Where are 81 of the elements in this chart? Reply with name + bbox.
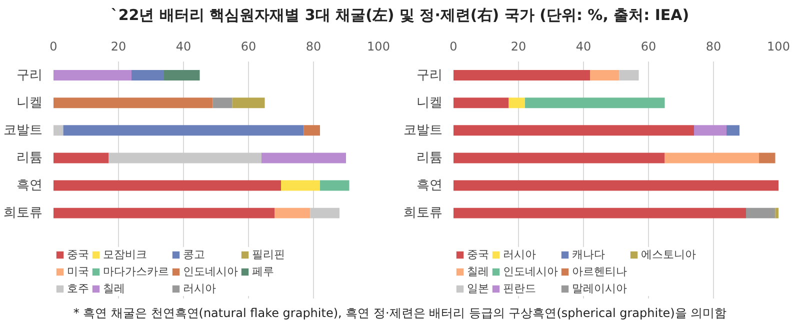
legend-label: 일본 [467,281,489,296]
bar [525,98,665,108]
bar [664,152,759,164]
bar [310,208,340,218]
bar [454,180,778,191]
x-tick-label: 80 [706,40,722,54]
bar [54,180,281,191]
bar [775,208,778,218]
y-tick-label: 구리 [16,68,42,83]
x-tick-label: 0 [50,40,58,54]
x-tick-label: 80 [306,40,322,54]
bar [108,152,262,164]
legend-label: 마다가스카르 [103,264,169,279]
legend-label: 칠레 [103,281,125,296]
bar [54,70,132,81]
x-tick-label: 20 [110,40,126,54]
bar [454,98,509,108]
bar [212,98,232,108]
bar [320,180,350,191]
bar [590,70,620,81]
x-tick-label: 60 [240,40,256,54]
bar [454,125,694,136]
legend-label: 칠레 [467,264,489,279]
bar [304,125,320,136]
x-tick-label: 40 [576,40,592,54]
bar [232,98,265,108]
bar [63,125,304,136]
x-tick-label: 100 [767,40,790,54]
chart-title: `22년 배터리 핵심원자재별 3대 채굴(左) 및 정·제련(右) 국가 (단위: %, 출처: IEA) [110,5,690,26]
y-tick-label: 니켈 [16,95,42,110]
bar [746,208,776,218]
y-tick-label: 희토류 [404,206,442,221]
legend-label: 말레이시아 [572,281,627,296]
bar [262,152,346,164]
x-tick-label: 20 [510,40,526,54]
bar [454,152,665,164]
legend-label: 페루 [252,264,274,279]
y-tick-label: 니켈 [416,95,442,110]
bar [54,208,274,218]
y-tick-label: 흑연 [416,178,442,194]
bar [164,70,200,81]
y-tick-label: 흑연 [16,178,42,194]
legend-label: 필리핀 [252,247,285,262]
y-tick-label: 구리 [416,68,442,83]
legend-label: 아르헨티나 [572,264,627,279]
bar [54,98,213,108]
bar [619,70,639,81]
text: * 흑연 채굴은 천연흑연(natural flake graphite), 흑연 정·제련은 배터리 등급의 구상흑연(spherical graphite)을 의미함 [73,305,727,322]
y-tick-label: 코발트 [404,122,442,138]
legend-label: 핀란드 [503,281,536,296]
legend-label: 캐나다 [572,247,605,262]
legend-label: 러시아 [503,247,536,262]
legend-label: 인도네시아 [503,264,558,279]
x-tick-label: 0 [450,40,458,54]
x-tick-label: 40 [176,40,192,54]
bar [454,208,746,218]
legend-label: 에스토니아 [641,247,696,262]
legend-label: 인도네시아 [183,264,238,279]
y-tick-label: 리튬 [16,150,42,166]
bar [281,180,320,191]
y-tick-label: 리튬 [416,150,442,166]
legend-label: 중국 [467,247,489,262]
y-tick-label: 희토류 [4,206,42,221]
legend-label: 러시아 [183,281,216,296]
bar [508,98,525,108]
bar [54,125,64,136]
x-tick-label: 100 [367,40,390,54]
bar [132,70,164,81]
legend-label: 콩고 [183,247,205,262]
x-tick-label: 60 [640,40,656,54]
legend-label: 중국 [67,247,89,262]
legend-label: 호주 [67,281,89,296]
bar [694,125,726,136]
bar [759,152,776,164]
bar [54,152,109,164]
y-tick-label: 코발트 [4,122,42,138]
legend-label: 미국 [67,264,89,279]
legend-label: 모잠비크 [103,247,147,262]
bar [454,70,590,81]
bar [726,125,740,136]
bar [274,208,310,218]
